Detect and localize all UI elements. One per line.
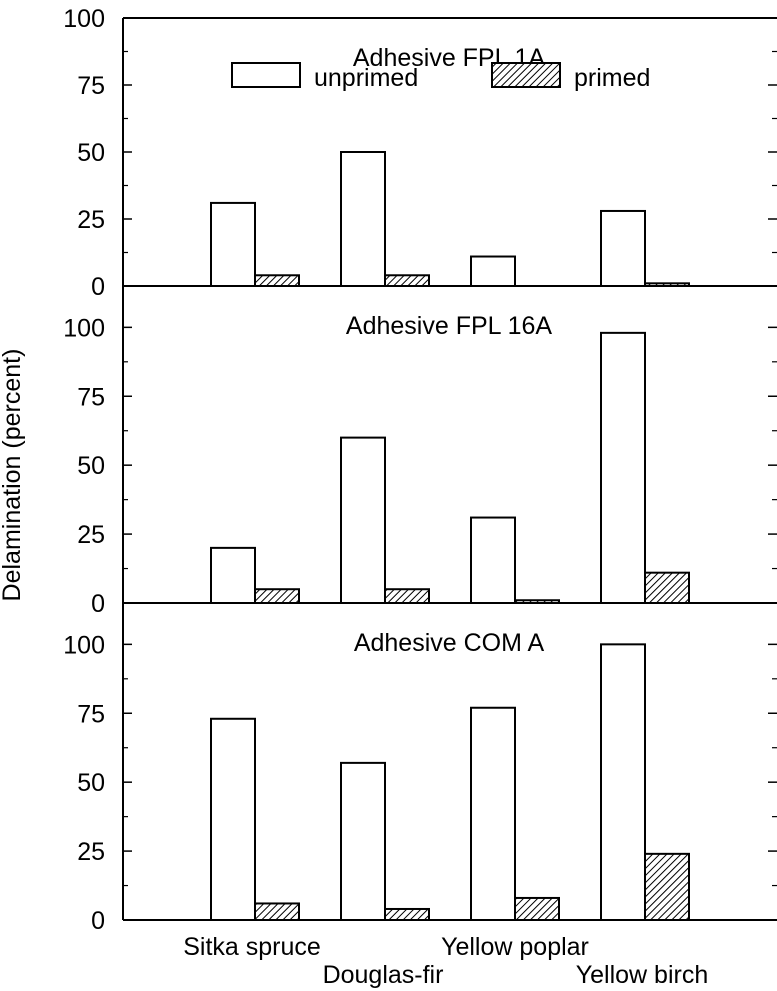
y-tick-label: 100 — [63, 5, 105, 33]
bar-unprimed — [600, 209, 646, 288]
panel-title: Adhesive COM A — [354, 629, 545, 657]
bar-primed — [384, 588, 430, 605]
bar-primed — [384, 907, 430, 922]
bar-unprimed — [210, 201, 256, 287]
bar-unprimed — [340, 151, 386, 287]
bar-primed — [644, 282, 690, 288]
y-tick-label: 25 — [77, 521, 105, 549]
legend-swatch-primed — [491, 62, 561, 88]
x-category-label: Douglas-fir — [323, 961, 444, 989]
y-tick-label: 50 — [77, 452, 105, 480]
y-tick-label: 50 — [77, 769, 105, 797]
y-tick-label: 25 — [77, 838, 105, 866]
y-tick-label: 0 — [91, 907, 105, 935]
bar-unprimed — [600, 643, 646, 921]
bar-unprimed — [470, 706, 516, 921]
bar-primed — [514, 599, 560, 604]
bar-unprimed — [470, 255, 516, 287]
legend: unprimed primed — [231, 62, 650, 92]
y-tick-label: 100 — [63, 314, 105, 342]
bar-primed — [644, 852, 690, 922]
bar-primed — [254, 274, 300, 287]
bar-primed — [384, 274, 430, 287]
bar-unprimed — [340, 761, 386, 921]
bar-unprimed — [340, 436, 386, 605]
y-tick-label: 25 — [77, 206, 105, 234]
legend-label-unprimed: unprimed — [314, 64, 418, 92]
x-category-label: Yellow poplar — [441, 933, 589, 961]
panel-title: Adhesive FPL 16A — [346, 312, 552, 340]
y-tick-label: 100 — [63, 631, 105, 659]
panel-2: 0 25 50 75 100 Adhesive FPL 16A — [63, 312, 777, 618]
bar-unprimed — [470, 516, 516, 605]
y-tick-label: 75 — [77, 383, 105, 411]
panel-3: 0 25 50 75 100 Adhesive COM A — [63, 629, 777, 935]
x-category-label: Sitka spruce — [183, 933, 321, 961]
y-tick-label: 50 — [77, 139, 105, 167]
y-tick-label: 75 — [77, 72, 105, 100]
legend-swatch-unprimed — [231, 62, 301, 88]
bar-primed — [514, 896, 560, 921]
bar-primed — [644, 571, 690, 605]
legend-label-primed: primed — [574, 64, 650, 92]
y-tick-label: 0 — [91, 590, 105, 618]
x-category-label: Yellow birch — [576, 961, 708, 989]
y-tick-label: 0 — [91, 273, 105, 301]
y-tick-label: 75 — [77, 700, 105, 728]
bar-primed — [254, 588, 300, 605]
bar-unprimed — [210, 546, 256, 605]
bar-primed — [254, 902, 300, 922]
bar-unprimed — [600, 331, 646, 604]
bar-unprimed — [210, 717, 256, 922]
y-axis-label: Delamination (percent) — [0, 349, 26, 602]
